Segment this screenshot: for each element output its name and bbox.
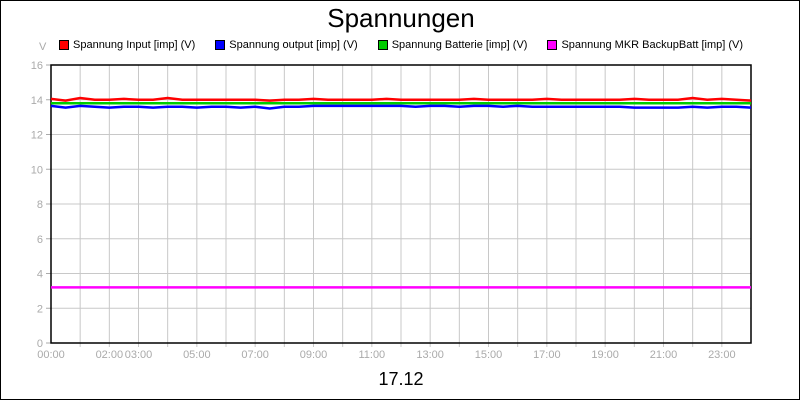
y-tick-label: 6 [37,234,43,246]
legend-label: Spannung MKR BackupBatt [imp] (V) [561,39,744,51]
x-tick-label: 03:00 [125,349,153,361]
plot-border [50,64,752,344]
legend-item: Spannung MKR BackupBatt [imp] (V) [547,39,743,51]
x-tick-label: 00:00 [37,349,65,361]
x-tick-label: 17:00 [533,349,561,361]
x-tick-label: 15:00 [475,349,503,361]
legend-swatch [377,40,388,50]
legend: Spannung Input [imp] (V) Spannung output … [59,39,763,51]
y-tick-label: 8 [37,199,43,211]
legend-swatch [215,40,226,50]
y-axis-label: V [39,41,47,53]
y-tick-label: 10 [31,164,43,176]
x-tick-label: 07:00 [241,349,269,361]
legend-item: Spannung output [imp] (V) [215,39,358,51]
chart-title: Spannungen [327,3,475,33]
x-tick-label: 13:00 [416,349,444,361]
series-line [50,96,752,102]
legend-label: Spannung output [imp] (V) [229,39,358,51]
series-line [50,104,752,110]
legend-swatch [59,40,69,50]
y-tick-label: 2 [37,303,43,315]
chart-subtitle: 17.12 [378,369,424,389]
y-tick-label: 4 [37,269,43,281]
y-tick-label: 12 [31,130,43,142]
y-tick-label: 16 [31,60,43,72]
legend-item: Spannung Input [imp] (V) [59,39,195,51]
legend-swatch [547,40,558,50]
y-tick-label: 14 [31,95,43,107]
x-tick-label: 05:00 [183,349,211,361]
legend-label: Spannung Batterie [imp] (V) [391,39,528,51]
legend-label: Spannung Input [imp] (V) [73,39,196,51]
x-tick-label: 11:00 [358,349,385,361]
legend-item: Spannung Batterie [imp] (V) [377,39,528,51]
x-tick-label: 09:00 [300,349,328,361]
x-tick-label: 02:00 [96,349,124,361]
x-tick-label: 19:00 [591,349,619,361]
x-tick-label: 21:00 [650,349,678,361]
x-tick-label: 23:00 [708,349,736,361]
y-tick-label: 0 [37,338,43,350]
